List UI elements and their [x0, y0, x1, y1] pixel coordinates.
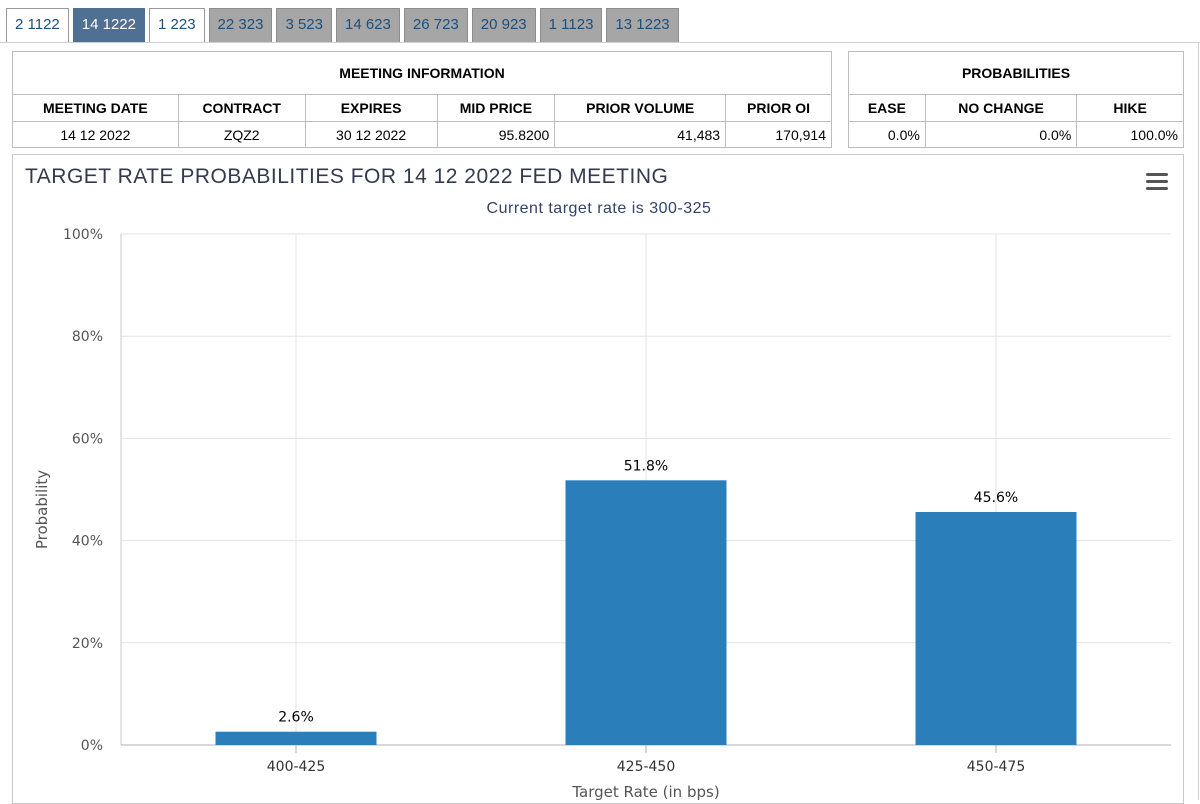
meeting-information-table: MEETING INFORMATION MEETING DATE CONTRAC… — [12, 51, 832, 148]
value-meeting-date: 14 12 2022 — [12, 121, 179, 148]
meeting-tabs: 2 1122 14 1222 1 223 22 323 3 523 14 623 26 72… — [6, 8, 683, 42]
y-tick-label: 80% — [72, 329, 103, 345]
content-frame — [0, 42, 1199, 800]
data-label: 51.8% — [624, 458, 668, 474]
tab-2-1122[interactable]: 2 1122 — [6, 8, 69, 42]
meeting-information-title: MEETING INFORMATION — [12, 51, 832, 95]
hamburger-menu-icon[interactable] — [1146, 173, 1168, 191]
y-tick-label: 0% — [81, 738, 103, 754]
chart-container: TARGET RATE PROBABILITIES FOR 14 12 2022… — [12, 154, 1184, 804]
tab-1-223[interactable]: 1 223 — [149, 8, 205, 42]
data-label: 2.6% — [278, 710, 314, 726]
header-prior-volume: PRIOR VOLUME — [554, 94, 727, 122]
value-contract: ZQZ2 — [177, 121, 306, 148]
value-ease: 0.0% — [848, 121, 926, 148]
y-tick-label: 60% — [72, 431, 103, 447]
header-ease: EASE — [848, 94, 926, 122]
header-contract: CONTRACT — [177, 94, 306, 122]
tab-3-523[interactable]: 3 523 — [276, 8, 332, 42]
tab-22-323[interactable]: 22 323 — [208, 8, 273, 42]
value-no-change: 0.0% — [924, 121, 1078, 148]
chart-title: TARGET RATE PROBABILITIES FOR 14 12 2022… — [25, 165, 669, 188]
header-expires: EXPIRES — [304, 94, 438, 122]
value-prior-oi: 170,914 — [725, 121, 832, 148]
probabilities-table: PROBABILITIES EASE NO CHANGE HIKE 0.0% 0… — [848, 51, 1184, 148]
tab-13-1223[interactable]: 13 1223 — [606, 8, 679, 42]
x-tick-label: 400-425 — [267, 759, 326, 775]
x-tick-label: 425-450 — [617, 759, 676, 775]
probabilities-title: PROBABILITIES — [848, 51, 1184, 95]
tab-1-1123[interactable]: 1 1123 — [539, 8, 603, 42]
value-hike: 100.0% — [1076, 121, 1184, 148]
header-prior-oi: PRIOR OI — [725, 94, 832, 122]
x-axis-title: Target Rate (in bps) — [571, 783, 719, 801]
value-expires: 30 12 2022 — [304, 121, 438, 148]
bar-400-425 — [215, 731, 377, 745]
tab-20-923[interactable]: 20 923 — [471, 8, 536, 42]
tab-underline — [0, 42, 1200, 43]
y-tick-label: 40% — [72, 534, 103, 550]
data-label: 45.6% — [974, 490, 1018, 506]
bar-chart: 0% 20% 40% 60% 80% 100% 2.6% 400-425 51.8% 425-45… — [33, 227, 1171, 801]
header-mid-price: MID PRICE — [436, 94, 556, 122]
value-prior-volume: 41,483 — [554, 121, 727, 148]
x-tick-label: 450-475 — [967, 759, 1026, 775]
y-tick-label: 20% — [72, 636, 103, 652]
value-mid-price: 95.8200 — [436, 121, 556, 148]
chart-subtitle: Current target rate is 300-325 — [486, 200, 712, 217]
tab-14-1222[interactable]: 14 1222 — [72, 8, 145, 42]
bar-425-450 — [565, 480, 727, 745]
tab-26-723[interactable]: 26 723 — [403, 8, 468, 42]
y-tick-label: 100% — [63, 227, 103, 243]
tab-14-623[interactable]: 14 623 — [335, 8, 400, 42]
header-hike: HIKE — [1076, 94, 1184, 122]
header-meeting-date: MEETING DATE — [12, 94, 179, 122]
y-axis-title: Probability — [33, 470, 51, 549]
header-no-change: NO CHANGE — [924, 94, 1078, 122]
bar-450-475 — [915, 511, 1077, 745]
